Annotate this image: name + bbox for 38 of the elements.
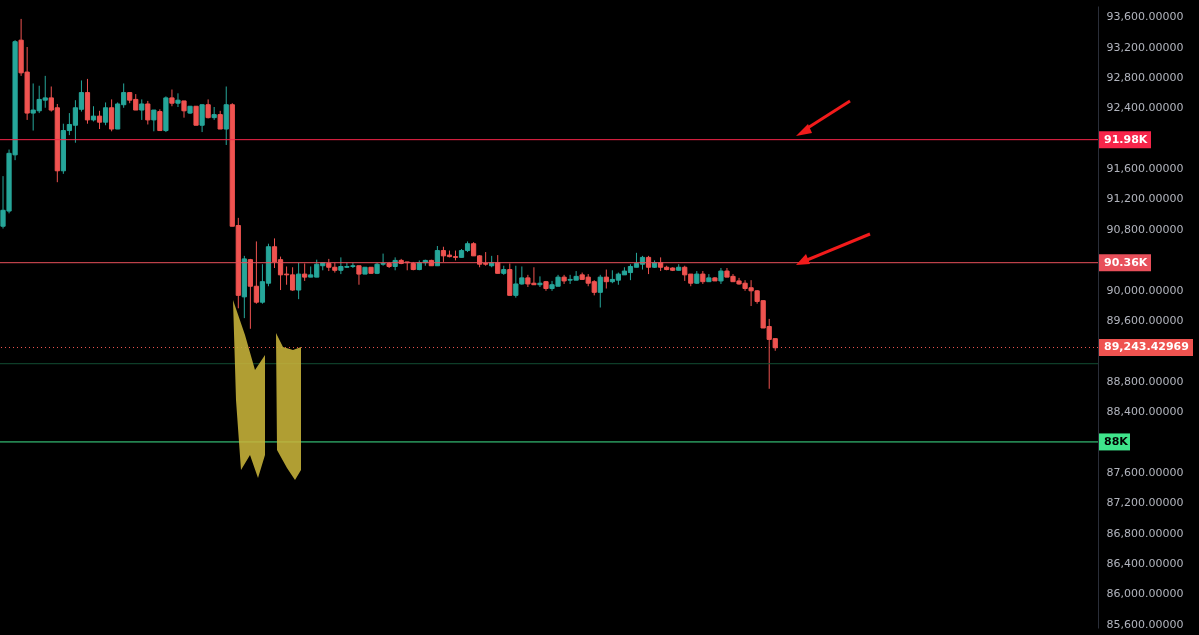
y-tick-label: 89,600.00000 [1106, 313, 1184, 327]
ref-line-label: 89,243.42969 [1104, 340, 1189, 354]
y-tick-label: 87,600.00000 [1106, 465, 1184, 479]
ref-line-label: 91.98K [1104, 132, 1148, 146]
candlestick [296, 262, 302, 300]
y-tick-label: 86,800.00000 [1106, 526, 1184, 540]
candlestick [217, 110, 223, 130]
y-tick-label: 90,800.00000 [1106, 222, 1184, 236]
candlestick [151, 109, 157, 132]
y-tick-label: 90,000.00000 [1106, 283, 1184, 297]
candlestick [193, 105, 199, 126]
ref-line-label: 90.36K [1104, 255, 1148, 269]
candlestick [603, 269, 609, 290]
y-tick-label: 88,800.00000 [1106, 374, 1184, 388]
candlestick [157, 108, 163, 132]
candlestick [169, 89, 175, 107]
candlestick [175, 92, 181, 108]
y-tick-label: 92,400.00000 [1106, 101, 1184, 115]
candlestick [597, 274, 603, 309]
y-tick-label: 85,600.00000 [1106, 617, 1184, 631]
y-tick-label: 93,200.00000 [1106, 40, 1184, 54]
candlestick [537, 275, 543, 288]
y-tick-label: 88,400.00000 [1106, 405, 1184, 419]
candlestick [96, 110, 103, 130]
y-tick-label: 86,000.00000 [1106, 587, 1184, 601]
candlestick [145, 100, 151, 125]
candlestick [199, 104, 205, 133]
candlestick [139, 98, 145, 121]
y-tick-label: 86,400.00000 [1106, 556, 1184, 570]
y-tick-label: 91,600.00000 [1106, 162, 1184, 176]
candlestick [356, 265, 362, 286]
y-tick-label: 87,200.00000 [1106, 496, 1184, 510]
candlestick [102, 101, 109, 126]
y-tick-label: 93,600.00000 [1106, 10, 1184, 24]
y-tick-label: 91,200.00000 [1106, 192, 1184, 206]
ref-line-label: 88K [1104, 434, 1129, 448]
candlestick [109, 98, 115, 132]
y-tick-label: 92,800.00000 [1106, 70, 1184, 84]
